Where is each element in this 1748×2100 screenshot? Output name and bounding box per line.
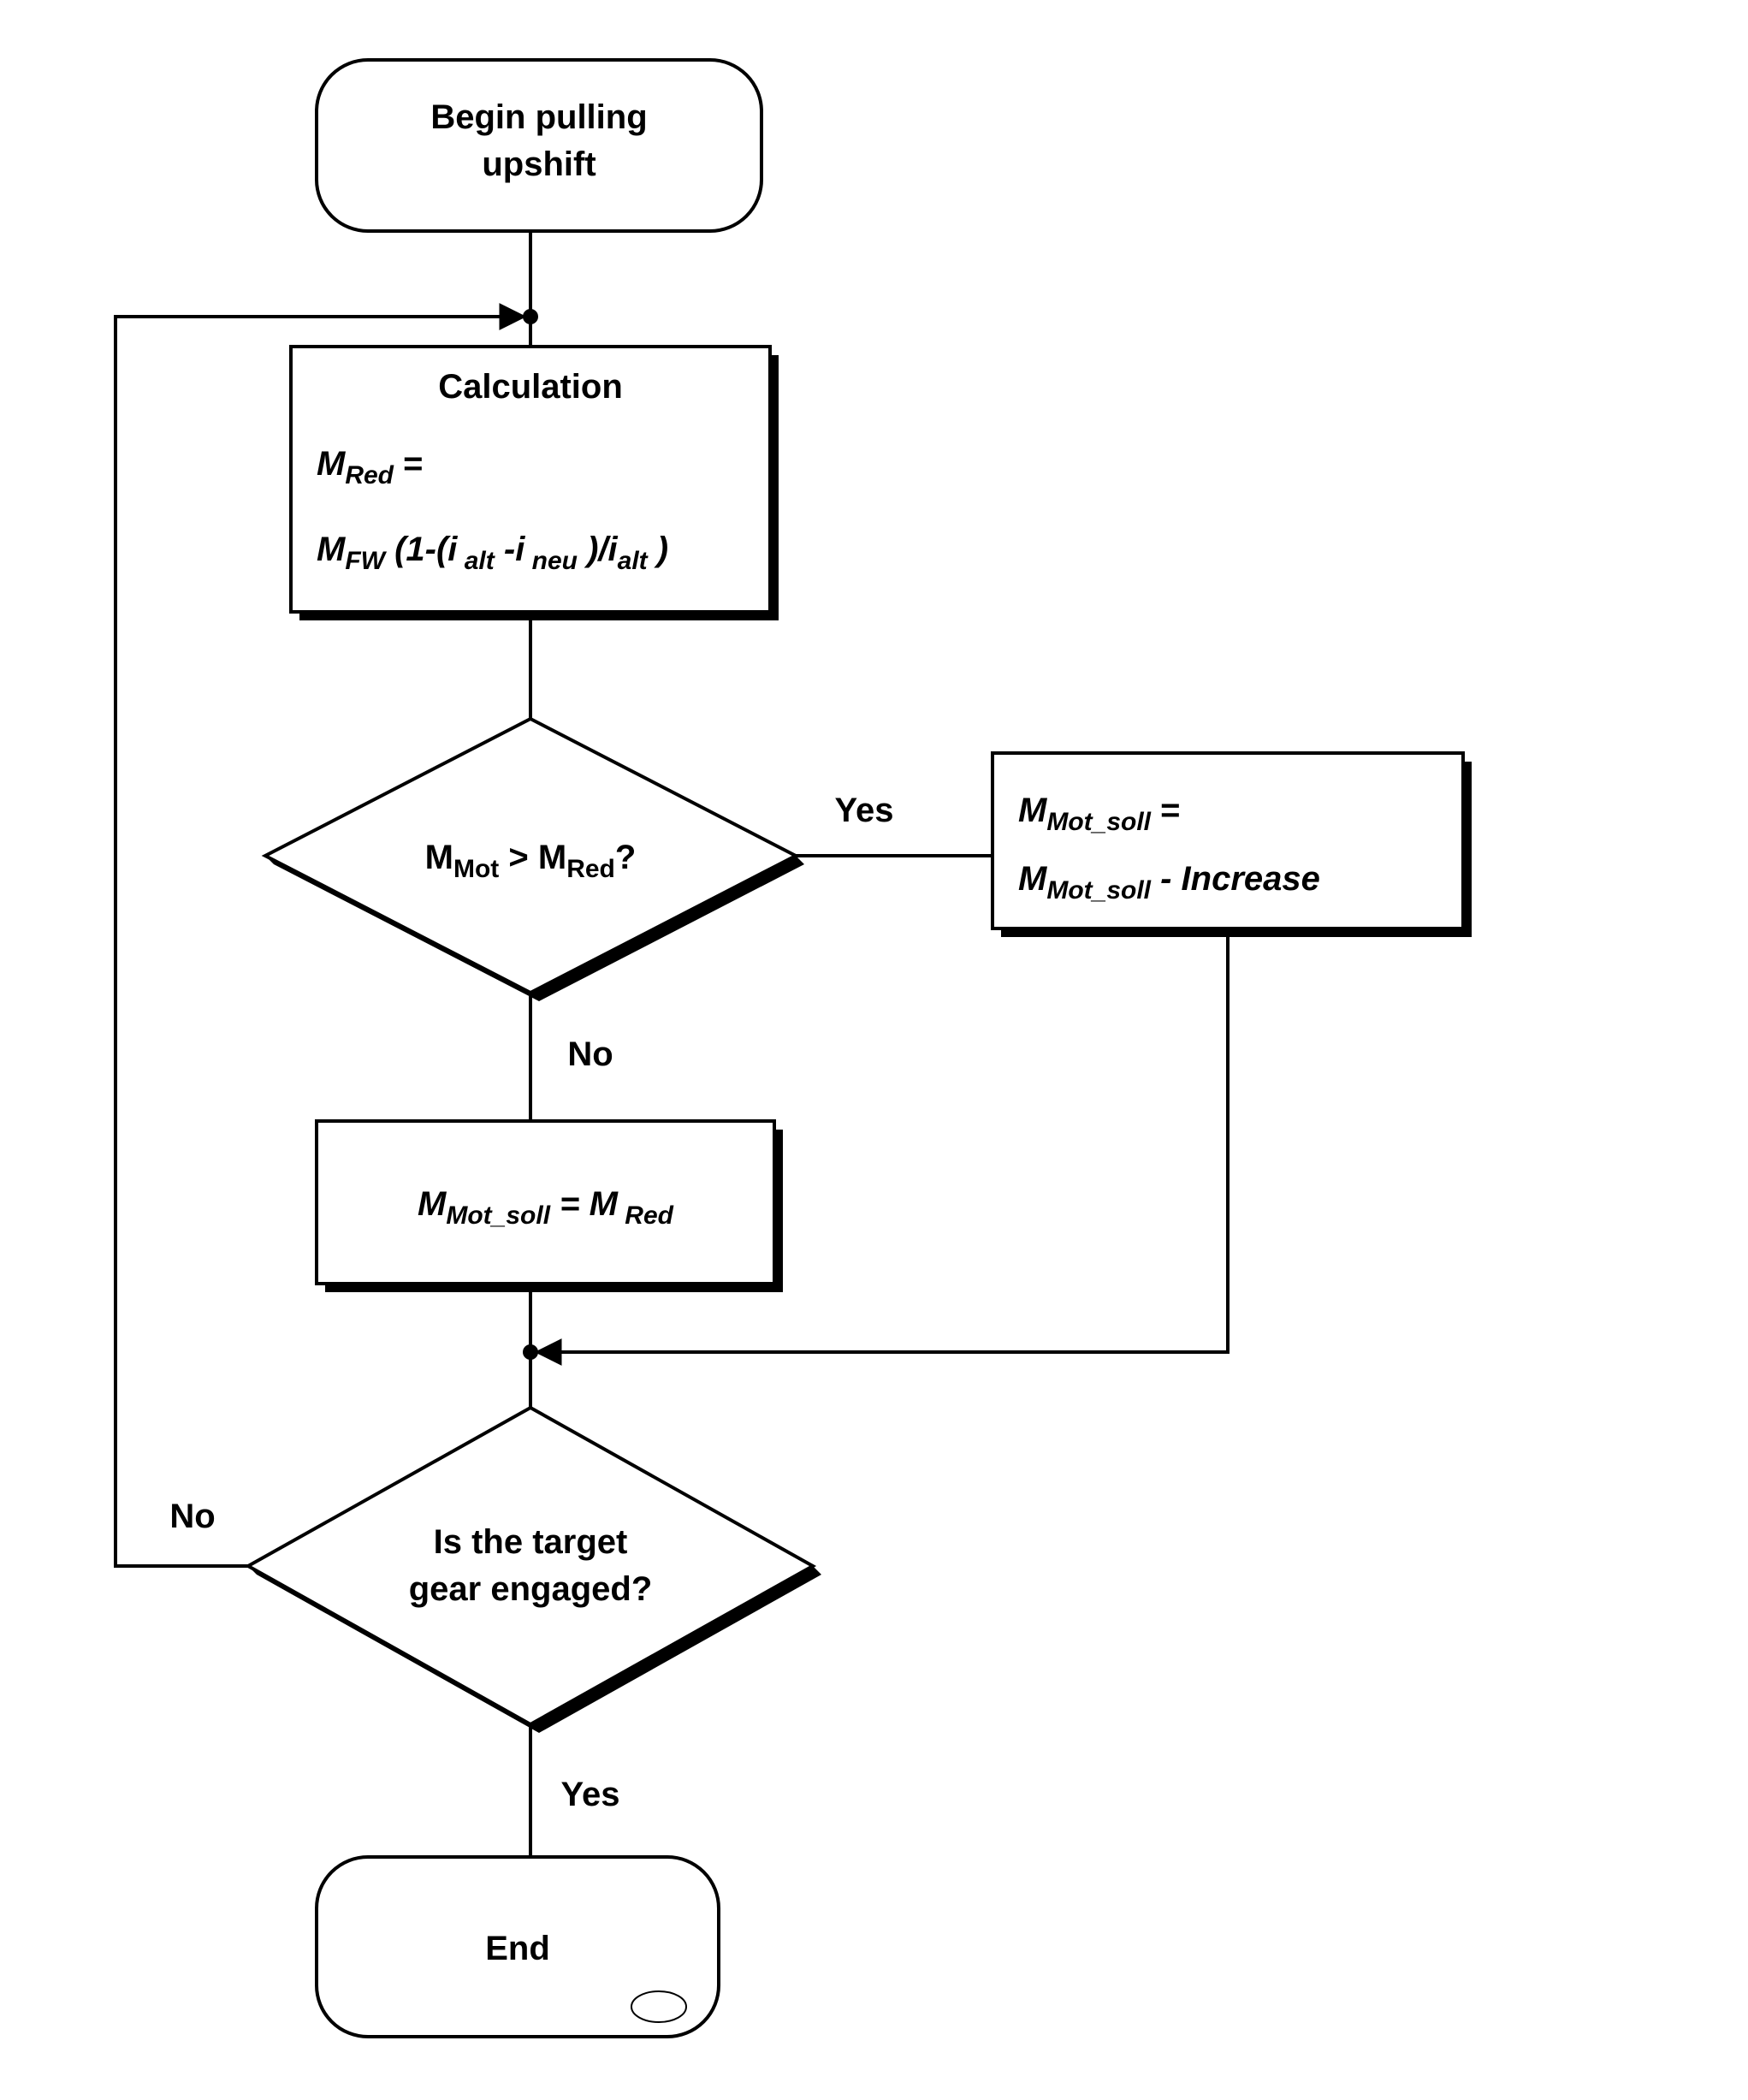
edge-label-dec1-no-to-setRed: No — [567, 1035, 613, 1073]
side-process-decrease: MMot_soll =MMot_soll - Increase — [993, 753, 1472, 937]
calculation-process: CalculationMRed =MFW (1-(i alt -i neu )/… — [291, 347, 779, 620]
svg-text:Begin pulling: Begin pulling — [430, 98, 647, 136]
svg-text:gear engaged?: gear engaged? — [409, 1570, 653, 1608]
merge-dot-1 — [523, 1344, 538, 1360]
flowchart-root: Begin pulling upshift CalculationMRed =MFW… — [0, 0, 1748, 2100]
start-terminator: Begin pulling upshift — [317, 60, 761, 231]
process-set-mred: MMot_soll = M Red — [317, 1121, 783, 1292]
svg-text:Calculation: Calculation — [438, 368, 623, 406]
end-terminator: End — [317, 1857, 719, 2037]
svg-text:End: End — [485, 1930, 550, 1967]
svg-text:Is the target: Is the target — [434, 1523, 628, 1561]
edge-label-dec2-no-loop: No — [169, 1498, 215, 1535]
merge-dot-0 — [523, 309, 538, 324]
edge-label-dec1-yes-to-side: Yes — [835, 792, 894, 829]
edge-label-dec2-yes-to-end: Yes — [561, 1776, 620, 1813]
svg-text:upshift: upshift — [482, 145, 596, 183]
